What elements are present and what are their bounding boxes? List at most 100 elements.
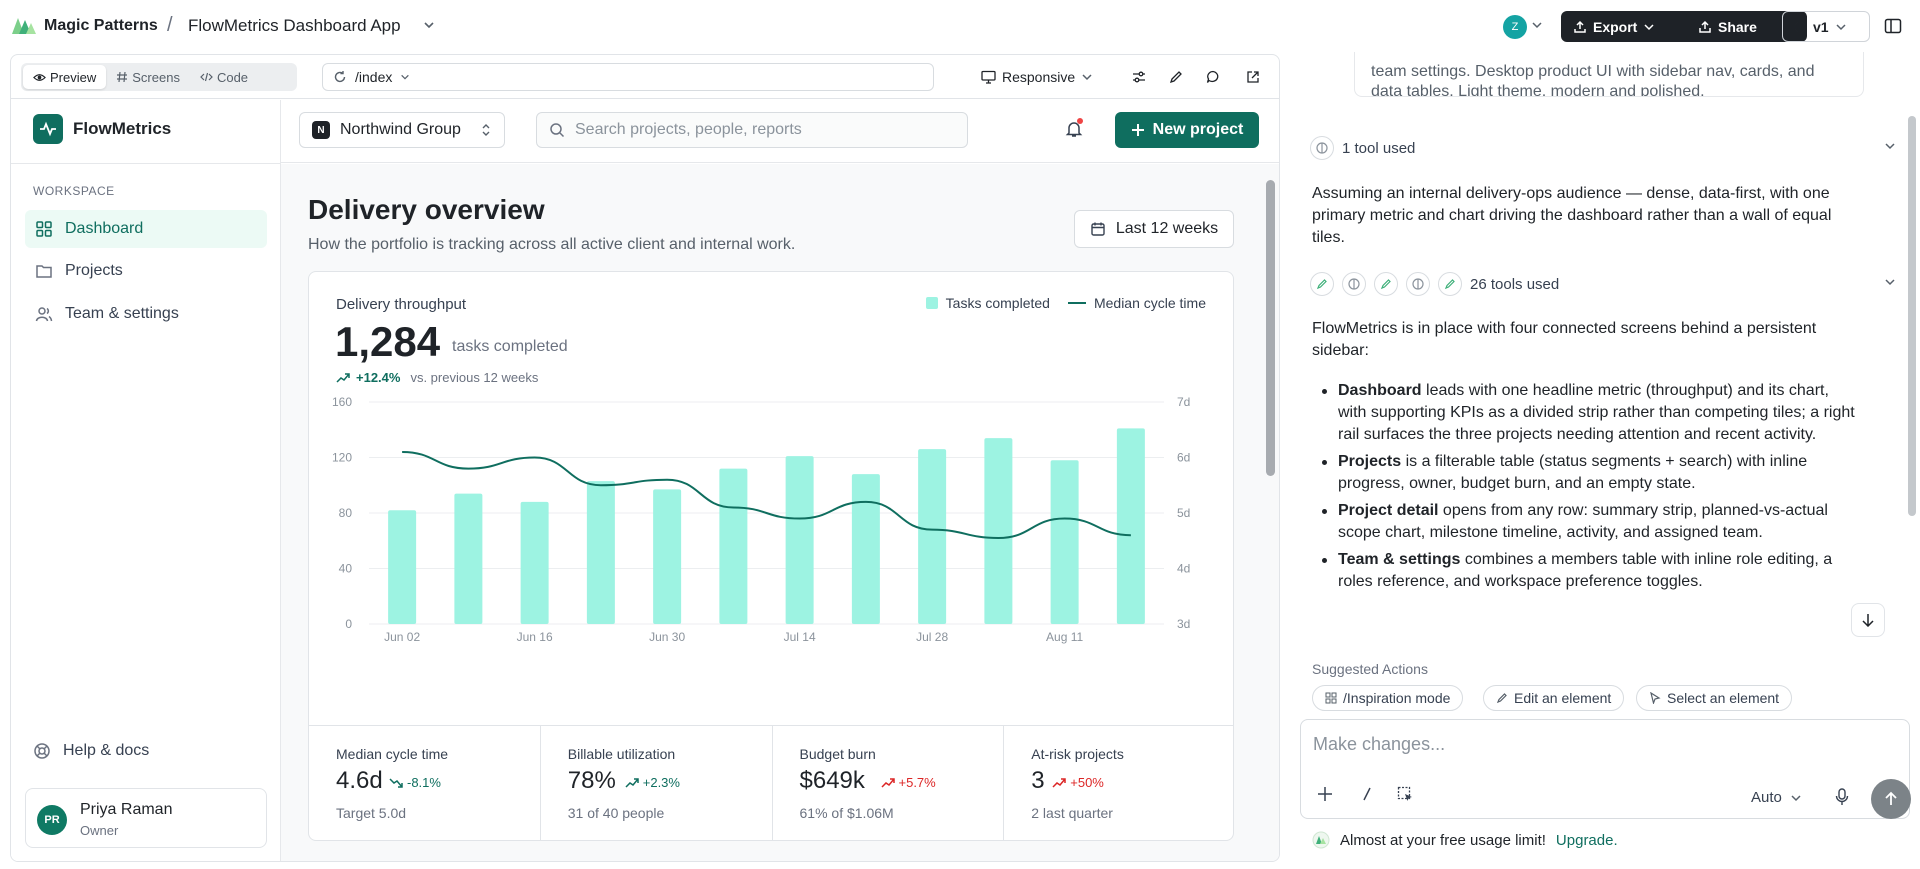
grid-icon xyxy=(35,220,53,238)
y-tick-label-left: 40 xyxy=(339,562,353,576)
card-title: Delivery throughput xyxy=(336,296,467,313)
route-bar[interactable]: /index xyxy=(322,63,934,91)
slash-command-icon[interactable] xyxy=(1359,786,1375,802)
cursor-icon xyxy=(1649,692,1661,704)
search-input[interactable] xyxy=(575,121,955,139)
message-input[interactable] xyxy=(1313,734,1873,755)
brain-icon xyxy=(1406,272,1430,296)
kpi-delta-value: +5.7% xyxy=(898,775,936,790)
kpi-value: 3 xyxy=(1031,767,1045,794)
cycle-time-line xyxy=(402,450,1131,539)
pencil-icon[interactable] xyxy=(1168,69,1184,85)
bar xyxy=(1050,460,1079,624)
tools-used-row[interactable]: 26 tools used xyxy=(1310,272,1900,296)
suggestion-select-element[interactable]: Select an element xyxy=(1636,685,1793,711)
sidebar-item-team-settings[interactable]: Team & settings xyxy=(25,295,267,333)
suggestion-inspiration-mode[interactable]: /Inspiration mode xyxy=(1312,685,1464,711)
user-avatar[interactable]: Z xyxy=(1503,15,1527,39)
list-item-text: combines a members table with inline rol… xyxy=(1338,551,1833,590)
chevrons-updown-icon xyxy=(480,123,492,137)
select-element-icon[interactable] xyxy=(1397,786,1413,802)
bar xyxy=(918,449,947,624)
chat-scrollbar[interactable] xyxy=(1908,116,1916,516)
chevron-down-icon[interactable] xyxy=(1531,19,1543,31)
chevron-down-icon[interactable] xyxy=(1884,276,1896,288)
export-label: Export xyxy=(1593,18,1638,35)
divider xyxy=(11,163,281,164)
chevron-down-icon[interactable] xyxy=(1884,140,1896,152)
tab-preview[interactable]: Preview xyxy=(23,65,107,89)
bar xyxy=(586,481,615,624)
list-item-title: Projects xyxy=(1338,453,1402,470)
bar xyxy=(520,501,549,624)
share-icon xyxy=(1698,20,1712,34)
headline-metric: 1,284 xyxy=(335,318,441,365)
bar xyxy=(785,456,814,624)
bar xyxy=(851,474,880,624)
list-item-title: Team & settings xyxy=(1338,551,1461,568)
kpi-label: Billable utilization xyxy=(567,746,676,762)
bell-icon[interactable] xyxy=(1065,118,1083,138)
grid-icon xyxy=(1325,692,1337,704)
panel-layout-icon[interactable] xyxy=(1884,17,1902,35)
chevron-down-icon[interactable] xyxy=(422,18,436,32)
list-item-text: leads with one headline metric (throughp… xyxy=(1338,382,1855,443)
sidebar-item-dashboard[interactable]: Dashboard xyxy=(25,210,267,248)
suggested-actions-label: Suggested Actions xyxy=(1312,661,1428,677)
list-item: Project detail opens from any row: summa… xyxy=(1312,500,1857,544)
upgrade-link[interactable]: Upgrade. xyxy=(1555,831,1618,849)
export-button[interactable]: Export xyxy=(1561,11,1709,42)
tab-code[interactable]: Code xyxy=(190,65,258,89)
plus-icon xyxy=(1131,123,1145,137)
limit-text: Almost at your free usage limit! xyxy=(1340,831,1546,849)
org-switcher[interactable]: N Northwind Group xyxy=(299,112,505,148)
chevron-down-icon[interactable] xyxy=(400,72,410,82)
user-name: Priya Raman xyxy=(80,801,173,818)
preview-toolbar: Preview Screens Code /index Responsive xyxy=(11,55,1279,99)
external-link-icon[interactable] xyxy=(1245,69,1261,85)
user-card[interactable]: PR Priya Raman Owner xyxy=(25,788,267,848)
project-title[interactable]: FlowMetrics Dashboard App xyxy=(188,16,401,35)
magic-patterns-logo[interactable]: Magic Patterns xyxy=(10,16,158,36)
preview-scrollbar[interactable] xyxy=(1266,180,1275,476)
y-tick-label-left: 120 xyxy=(332,451,352,465)
usage-limit-banner: Almost at your free usage limit! Upgrade… xyxy=(1312,831,1618,849)
org-badge: N xyxy=(312,121,330,139)
kpi-delta-value: -8.1% xyxy=(407,775,441,790)
microphone-icon[interactable] xyxy=(1834,788,1850,806)
refresh-icon[interactable] xyxy=(333,70,347,84)
flowmetrics-brand[interactable]: FlowMetrics xyxy=(33,114,171,144)
version-selector[interactable]: v1 xyxy=(1782,11,1870,42)
kpi-utilization: Billable utilization 78% +2.3% 31 of 40 … xyxy=(541,726,773,840)
sliders-icon[interactable] xyxy=(1131,69,1147,85)
delta-note: vs. previous 12 weeks xyxy=(410,370,539,385)
chevron-down-icon xyxy=(1790,792,1802,804)
comment-icon[interactable] xyxy=(1205,69,1221,85)
folder-icon xyxy=(35,262,53,280)
suggestion-edit-element[interactable]: Edit an element xyxy=(1483,685,1625,711)
search-box[interactable] xyxy=(536,112,968,148)
scroll-down-button[interactable] xyxy=(1851,603,1885,637)
trending-down-icon xyxy=(389,777,403,789)
kpi-sub: 61% of $1.06M xyxy=(799,805,894,821)
date-range-button[interactable]: Last 12 weeks xyxy=(1074,210,1234,248)
date-range-label: Last 12 weeks xyxy=(1115,220,1219,237)
throughput-card: Delivery throughput 1,284 tasks complete… xyxy=(308,271,1234,841)
kpi-delta: -8.1% xyxy=(389,775,441,790)
send-button[interactable] xyxy=(1871,779,1911,819)
tools-used-row[interactable]: 1 tool used xyxy=(1310,136,1900,160)
tab-screens[interactable]: Screens xyxy=(106,65,190,89)
kpi-value: $649k xyxy=(799,767,865,794)
kpi-sub: 31 of 40 people xyxy=(567,805,665,821)
page-subtitle: How the portfolio is tracking across all… xyxy=(308,236,796,253)
help-docs-link[interactable]: Help & docs xyxy=(33,742,149,760)
new-project-button[interactable]: New project xyxy=(1115,112,1259,148)
responsive-selector[interactable]: Responsive xyxy=(981,69,1093,85)
sidebar-item-projects[interactable]: Projects xyxy=(25,252,267,290)
model-selector[interactable]: Auto xyxy=(1751,789,1802,806)
kpi-delta-value: +50% xyxy=(1070,775,1104,790)
kpi-delta: +5.7% xyxy=(880,775,936,790)
plus-icon[interactable] xyxy=(1317,786,1333,802)
suggestion-label: /Inspiration mode xyxy=(1343,690,1451,706)
list-item-text: opens from any row: summary strip, plann… xyxy=(1338,502,1828,541)
